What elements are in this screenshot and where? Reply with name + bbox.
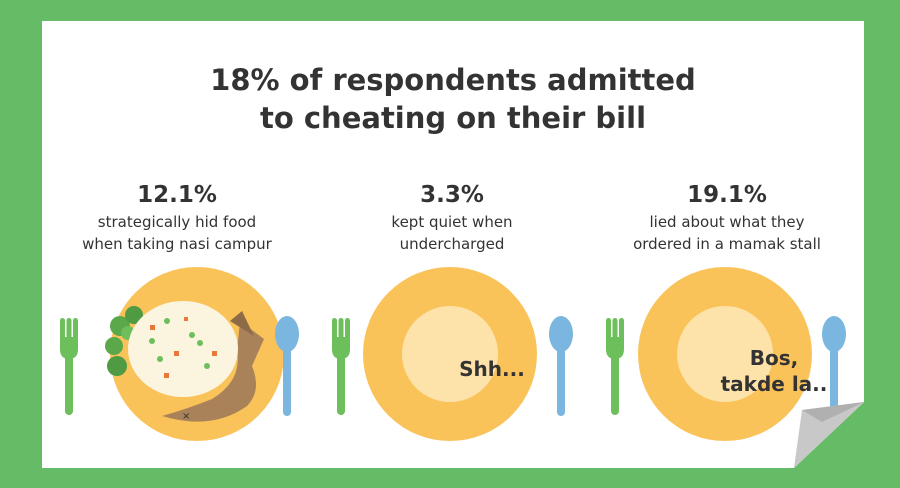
stat-description-line-2: ordered in a mamak stall xyxy=(633,235,821,253)
fork-icon xyxy=(332,318,350,415)
plate-icon xyxy=(363,267,537,441)
plate-icon xyxy=(638,267,812,441)
stat-percent: 3.3% xyxy=(420,182,484,208)
stat-description-line-1: lied about what they xyxy=(649,213,805,231)
stat-description-line-2: undercharged xyxy=(399,235,505,253)
spoon-icon xyxy=(822,316,846,416)
headline: 18% of respondents admitted to cheating … xyxy=(42,61,864,137)
page-curl-icon xyxy=(794,402,864,468)
fish-icon: × xyxy=(162,311,264,422)
headline-line-1: 18% of respondents admitted xyxy=(210,63,696,97)
broccoli-icon xyxy=(105,306,143,376)
headline-line-2: to cheating on their bill xyxy=(259,101,647,135)
infographic-card: 18% of respondents admitted to cheating … xyxy=(42,21,864,468)
rice-icon xyxy=(128,301,238,397)
spoon-icon xyxy=(549,316,573,416)
spoon-icon xyxy=(275,316,299,416)
plate-caption-bos: Bos, takde la.. xyxy=(714,345,834,397)
stat-percent: 19.1% xyxy=(687,182,767,208)
fork-icon xyxy=(606,318,624,415)
stat-kept-quiet: 3.3% kept quiet when undercharged xyxy=(322,181,582,255)
plate-caption-line-2: takde la.. xyxy=(720,372,828,396)
stat-description-line-1: kept quiet when xyxy=(391,213,513,231)
plate-caption-line-1: Bos, xyxy=(749,346,799,370)
stat-description-line-2: when taking nasi campur xyxy=(82,235,272,253)
plate-caption-shh: Shh... xyxy=(459,357,525,381)
fork-icon xyxy=(60,318,78,415)
stat-hid-food: 12.1% strategically hid food when taking… xyxy=(47,181,307,255)
stat-description-line-1: strategically hid food xyxy=(97,213,257,231)
svg-text:×: × xyxy=(182,411,190,422)
stat-lied-order: 19.1% lied about what they ordered in a … xyxy=(597,181,857,255)
stat-percent: 12.1% xyxy=(137,182,217,208)
place-settings: × xyxy=(60,267,846,441)
